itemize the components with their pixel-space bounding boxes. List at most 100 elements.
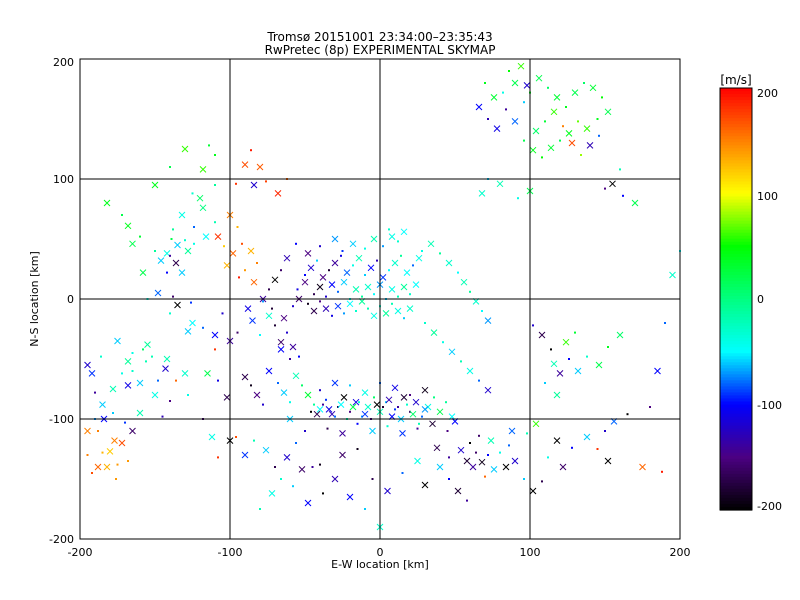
data-point-dot [355,310,357,312]
colorbar-segment [720,374,752,378]
data-point-dot [406,403,408,406]
colorbar-segment [720,326,752,330]
data-point-dot [484,475,486,478]
data-point-dot [661,470,663,473]
colorbar-segment [720,353,752,357]
data-point-dot [121,372,123,375]
data-point-dot [214,184,216,186]
data-point-dot [478,434,480,437]
data-point-cross [199,166,207,173]
data-point-cross [457,446,465,454]
data-point-cross [364,283,372,291]
data-point-cross [328,281,336,288]
data-point-cross [604,457,612,465]
data-point-cross [304,391,312,399]
data-point-dot [292,305,294,308]
data-point-dot [457,271,459,274]
data-point-dot [139,235,141,238]
colorbar-segment [720,112,752,116]
colorbar-segment [720,268,752,273]
data-point-cross [111,437,118,444]
colorbar-segment [720,250,752,255]
data-point-cross [277,346,285,353]
y-tick-label: 100 [53,173,74,186]
data-point-dot [214,348,216,351]
data-point-dot [298,355,300,358]
data-point-cross [502,463,510,471]
data-point-cross [349,403,357,411]
colorbar-segment [720,383,752,388]
data-point-cross [109,385,117,393]
data-point-dot [397,406,399,408]
data-point-dot [238,276,240,279]
data-point-cross [654,367,661,375]
data-point-dot [424,322,426,324]
data-point-dot [313,403,315,406]
colorbar-segment [720,422,752,427]
data-point-dot [596,448,599,450]
data-point-dot [439,252,441,255]
chart-subtitle: RwPretec (8p) EXPERIMENTAL SKYMAP [265,43,496,57]
data-point-dot [586,355,588,358]
colorbar-segment [720,332,752,336]
data-point-dot [319,245,321,248]
data-point-dot [484,82,486,84]
data-point-cross [247,247,255,255]
colorbar-segment [720,184,752,189]
data-point-dot [577,120,579,123]
data-point-dot [371,478,374,480]
colorbar-segment [720,311,752,315]
data-point-cross [124,222,132,230]
colorbar-segment [720,217,752,222]
colorbar-segment [720,283,752,288]
data-point-dot [310,410,312,413]
data-point-dot [604,187,606,190]
data-point-dot [532,324,534,327]
colorbar-segment [720,365,752,369]
data-point-cross [463,457,471,465]
colorbar-tick-label: -100 [757,399,782,412]
colorbar-frame [719,87,753,511]
data-point-cross [364,403,372,411]
data-point-dot [86,454,89,456]
colorbar-segment [720,235,752,240]
data-point-dot [175,379,177,382]
data-point-dot [349,384,351,387]
data-point-dot [115,478,117,480]
data-point-dot [334,415,336,418]
data-point-dot [559,139,561,142]
data-point-cross [508,427,516,435]
colorbar-segment [720,476,752,481]
data-point-dot [169,254,171,257]
data-point-cross [249,317,256,324]
colorbar-segment [720,190,752,195]
data-point-dot [358,401,360,404]
data-point-dot [544,382,546,384]
colorbar-segment [720,223,752,228]
colorbar-segment [720,500,752,505]
data-point-cross [103,199,111,207]
data-point-dot [328,269,330,272]
data-point-cross [129,427,136,435]
data-point-cross [589,84,597,92]
data-point-cross [250,181,258,189]
colorbar-segment [720,413,752,418]
data-point-dot [445,401,447,404]
data-point-cross [388,286,396,293]
data-point-cross [427,240,435,248]
data-point-cross [511,79,519,87]
colorbar-segment [720,271,752,276]
data-point-cross [265,367,273,375]
colorbar-segment [720,308,752,312]
colorbar-segment [720,407,752,412]
data-point-cross [178,269,186,276]
colorbar-segment [720,335,752,339]
data-point-cross [241,161,249,168]
data-point-cross [490,94,498,101]
colorbar-segment [720,347,752,351]
data-point-dot [397,240,399,243]
colorbar-segment [720,437,752,442]
colorbar-segment [720,443,752,448]
data-point-dot [100,355,102,358]
data-point-cross [346,493,354,501]
